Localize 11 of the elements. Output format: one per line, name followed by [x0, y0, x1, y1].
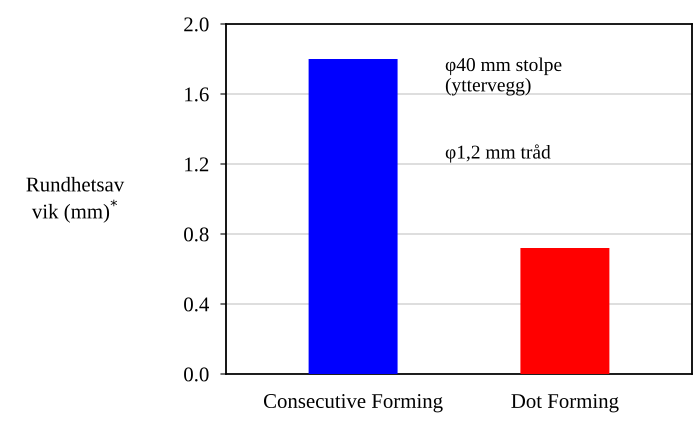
x-tick-label: Consecutive Forming	[264, 394, 443, 412]
y-axis-title: Rundhetsav vik (mm)$^{*}$	[26, 176, 124, 223]
y-tick-label: 1.2	[185, 157, 208, 172]
y-tick-label: 0.4	[184, 297, 210, 312]
x-tick-label: Dot Forming	[511, 394, 619, 412]
y-tick-label: 0.0	[184, 367, 209, 382]
annotation: φ1,2 mm tråd	[446, 144, 551, 163]
y-tick-label: 1.6	[185, 87, 209, 102]
y-tick-label: 2.0	[184, 17, 209, 32]
y-tick-label: 0.8	[184, 227, 209, 242]
annotation: φ40 mm stolpe (yttervegg)	[446, 57, 562, 96]
